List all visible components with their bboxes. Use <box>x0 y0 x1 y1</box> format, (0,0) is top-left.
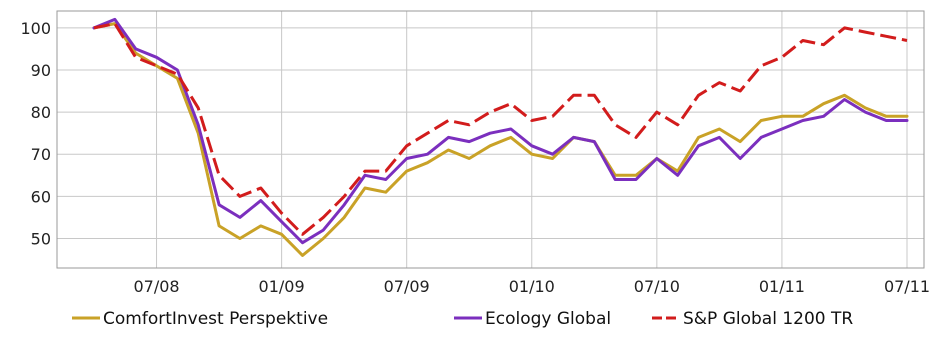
legend-label-comfortinvest-perspektive: ComfortInvest Perspektive <box>103 309 328 329</box>
x-axis-ticks: 07/08 01/09 07/09 01/10 07/10 01/11 07/11 <box>133 277 930 296</box>
y-tick-label-50: 50 <box>31 230 51 249</box>
y-axis-ticks: 50 60 70 80 90 100 <box>20 19 51 249</box>
series-line-comfortinvest-perspektive <box>92 22 909 257</box>
series-layer <box>92 17 909 257</box>
legend-item-comfortinvest-perspektive: ComfortInvest Perspektive <box>72 309 328 329</box>
x-tick-label-01-10: 01/10 <box>509 277 555 296</box>
series-line-ecology-global <box>92 17 909 245</box>
y-tick-label-100: 100 <box>20 19 51 38</box>
y-tick-label-90: 90 <box>31 61 51 80</box>
x-tick-label-07-11: 07/11 <box>884 277 930 296</box>
series-line-s-p-global-1200-tr <box>93 22 908 236</box>
plot-frame <box>56 10 925 269</box>
x-tick-label-07-09: 07/09 <box>384 277 430 296</box>
x-tick-label-01-09: 01/09 <box>259 277 305 296</box>
x-tick-label-07-10: 07/10 <box>634 277 680 296</box>
plot-area-border <box>56 10 925 269</box>
y-tick-label-60: 60 <box>31 187 51 206</box>
legend-label-ecology-global: Ecology Global <box>485 309 611 329</box>
grid-layer <box>57 11 924 268</box>
legend: ComfortInvest Perspektive Ecology Global S… <box>72 309 853 329</box>
legend-item-ecology-global: Ecology Global <box>454 309 611 329</box>
y-tick-label-70: 70 <box>31 145 51 164</box>
x-tick-label-07-08: 07/08 <box>133 277 179 296</box>
y-tick-label-80: 80 <box>31 103 51 122</box>
legend-label-s-p-global-1200-tr: S&P Global 1200 TR <box>683 309 853 329</box>
x-tick-label-01-11: 01/11 <box>759 277 805 296</box>
legend-item-s-p-global-1200-tr: S&P Global 1200 TR <box>652 309 853 329</box>
